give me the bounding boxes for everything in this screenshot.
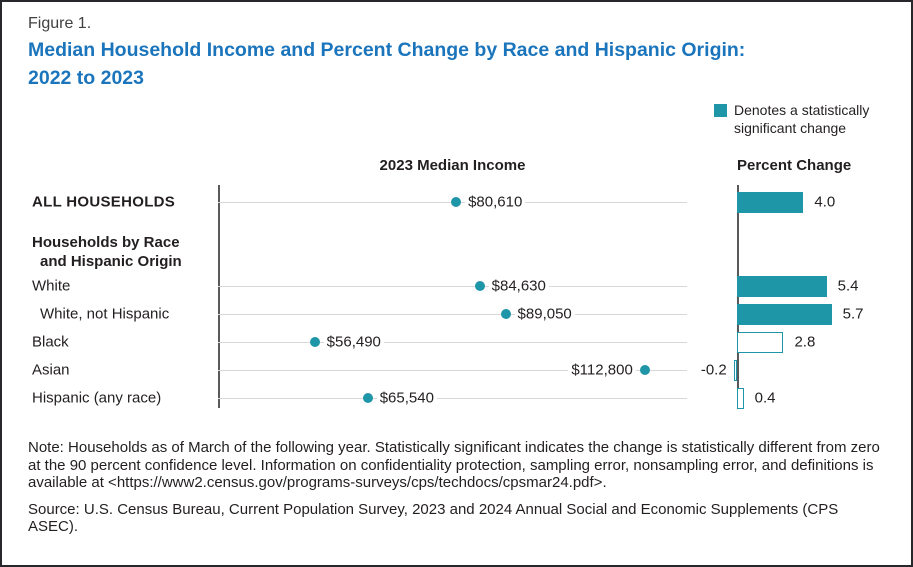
- income-value-label: $112,800: [568, 361, 636, 379]
- percent-value-label: 0.4: [751, 389, 779, 407]
- source-text: Source: U.S. Census Bureau, Current Popu…: [28, 500, 839, 536]
- income-dot: [309, 337, 320, 347]
- income-value-label: $84,630: [488, 277, 549, 295]
- percent-value-label: 2.8: [791, 333, 819, 351]
- income-row-line: [218, 370, 687, 371]
- legend-label: Denotes a statistically significant chan…: [734, 102, 870, 136]
- income-dot: [451, 197, 462, 207]
- income-dot: [500, 309, 511, 319]
- row-label: Black: [32, 333, 69, 351]
- income-value-label: $56,490: [323, 333, 384, 351]
- percent-value-label: -0.2: [697, 361, 730, 379]
- percent-bar: [737, 303, 832, 325]
- note-text: Note: Households as of March of the foll…: [28, 439, 880, 491]
- percent-bar: [733, 359, 737, 381]
- income-dot: [474, 281, 485, 291]
- percent-value-label: 4.0: [811, 193, 839, 211]
- row-label: White: [32, 277, 71, 295]
- income-axis-line: [218, 185, 220, 408]
- percent-value-label: 5.4: [834, 277, 862, 295]
- group-header-label: Households by Race and Hispanic Origin: [32, 234, 182, 270]
- row-label: White, not Hispanic: [40, 305, 170, 323]
- percent-value-label: 5.7: [839, 305, 867, 323]
- row-label: Hispanic (any race): [32, 389, 162, 407]
- legend: Denotes a statistically significant chan…: [714, 101, 908, 137]
- percent-panel-header: Percent Change: [737, 157, 852, 174]
- percent-bar: [737, 191, 804, 213]
- income-row-line: [218, 286, 687, 287]
- income-value-label: $65,540: [376, 389, 437, 407]
- income-row-line: [218, 398, 687, 399]
- row-label: ALL HOUSEHOLDS: [32, 193, 176, 211]
- percent-bar: [737, 387, 744, 409]
- income-panel-header: 2023 Median Income: [379, 157, 526, 174]
- income-row-line: [218, 342, 687, 343]
- chart-area: 2023 Median Income Percent Change Househ…: [2, 152, 911, 430]
- income-dot: [362, 393, 373, 403]
- income-value-label: $89,050: [514, 305, 575, 323]
- notes-block: Note: Households as of March of the foll…: [28, 439, 886, 536]
- income-dot: [639, 365, 650, 375]
- percent-axis-line: [737, 185, 739, 408]
- figure-number-label: Figure 1.: [28, 15, 92, 32]
- legend-swatch-icon: [714, 104, 727, 117]
- row-label: Asian: [32, 361, 70, 379]
- percent-bar: [737, 331, 784, 353]
- page-title: Median Household Income and Percent Chan…: [28, 39, 746, 89]
- income-value-label: $80,610: [465, 193, 526, 211]
- income-row-line: [218, 314, 687, 315]
- percent-bar: [737, 275, 827, 297]
